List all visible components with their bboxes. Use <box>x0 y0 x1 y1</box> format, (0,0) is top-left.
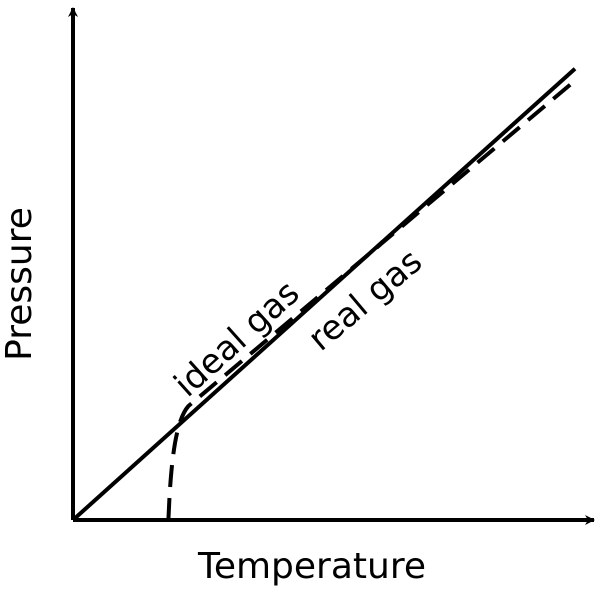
x-axis-label: Temperature <box>197 546 426 587</box>
series-layer <box>71 67 577 522</box>
axes <box>68 7 595 525</box>
annotation-ideal-gas: ideal gas <box>167 273 308 405</box>
series-line-ideal-gas <box>71 67 577 522</box>
y-axis-label: Pressure <box>0 207 40 361</box>
series-line-real-gas <box>166 79 577 521</box>
